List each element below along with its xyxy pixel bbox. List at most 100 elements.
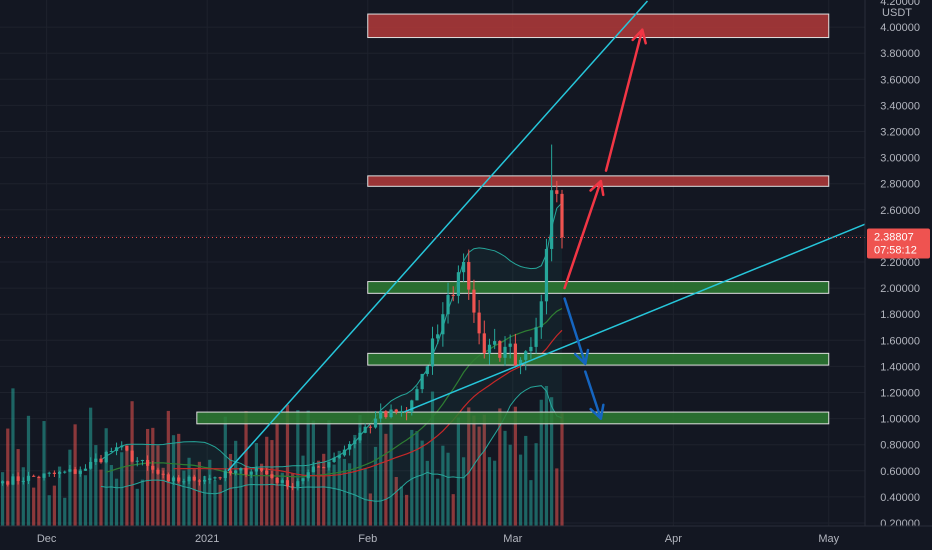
y-tick-label: 3.60000	[880, 74, 920, 86]
candle-body	[270, 474, 274, 479]
volume-bar	[0, 472, 5, 526]
volume-bar	[114, 478, 119, 526]
candle-body	[37, 476, 41, 478]
candle-body	[291, 486, 295, 488]
candle-body	[560, 193, 564, 238]
last-price-countdown: 07:58:12	[874, 244, 917, 256]
moving-average-fast	[106, 307, 563, 478]
support-resistance-zones[interactable]	[196, 13, 830, 425]
currency-label: USDT	[882, 7, 912, 19]
volume-bar	[498, 408, 502, 526]
candle-body	[550, 190, 554, 249]
support-zone[interactable]	[367, 281, 830, 294]
volume-bar	[482, 414, 486, 526]
projection-arrow[interactable]	[563, 297, 590, 366]
volume-bar	[332, 464, 336, 526]
volume-bar	[83, 475, 88, 526]
candle-body	[534, 327, 538, 347]
arrow-head	[589, 179, 605, 197]
x-tick-label: Mar	[503, 533, 522, 545]
projection-arrows[interactable]	[563, 28, 647, 420]
resistance-zone[interactable]	[367, 13, 830, 39]
projection-arrow[interactable]	[604, 28, 647, 172]
y-tick-label: 0.40000	[880, 492, 920, 504]
candle-body	[68, 469, 72, 472]
volume-bar	[544, 386, 549, 526]
volume-bar	[425, 460, 429, 526]
volume-bar	[285, 404, 290, 526]
bollinger-upper	[100, 202, 563, 469]
time-axis-background	[0, 526, 932, 550]
volume-bar	[275, 422, 279, 526]
volume-bar	[436, 478, 440, 526]
volume-bar	[472, 415, 476, 526]
volume-bar	[202, 476, 207, 526]
x-tick-label: May	[818, 533, 839, 545]
candle-body	[63, 471, 67, 473]
volume-bar	[94, 445, 98, 526]
support-zone[interactable]	[196, 411, 830, 425]
candle-body	[120, 445, 124, 448]
candle-body	[244, 468, 248, 475]
volume-bar	[550, 397, 554, 526]
candle-body	[161, 473, 165, 475]
candle-body	[218, 477, 222, 479]
y-tick-label: 0.80000	[880, 440, 920, 452]
y-tick-label: 0.60000	[880, 466, 920, 478]
x-tick-label: Dec	[37, 533, 57, 545]
y-tick-label: 4.00000	[880, 22, 920, 34]
candle-body	[544, 248, 549, 302]
candle-body	[202, 479, 207, 482]
volume-bar	[306, 410, 310, 526]
y-tick-label: 1.40000	[880, 361, 920, 373]
volume-bar	[259, 463, 264, 526]
volume-bar	[197, 461, 202, 526]
volume-bar	[384, 433, 388, 526]
candle-body	[223, 471, 227, 478]
trendline[interactable]	[227, 0, 649, 472]
volume-bar	[63, 497, 67, 526]
arrow-shaft	[563, 179, 603, 290]
volume-bar	[348, 463, 352, 526]
volume-bar	[151, 427, 155, 526]
candle-body	[280, 480, 284, 483]
candle-body	[228, 471, 233, 474]
volume-bar	[451, 494, 455, 526]
candle-body	[285, 480, 290, 487]
candle-body	[78, 470, 82, 474]
trendlines[interactable]	[227, 0, 866, 472]
candle-body	[446, 294, 450, 315]
volume-bar	[322, 453, 326, 526]
candle-body	[358, 432, 362, 441]
candle-body	[192, 476, 196, 481]
trendline[interactable]	[403, 223, 866, 413]
support-zone[interactable]	[367, 352, 830, 366]
candle-body	[394, 409, 398, 413]
candle-body	[415, 389, 419, 401]
candle-body	[493, 341, 497, 345]
volume-bar	[420, 440, 424, 526]
volume-bar	[529, 480, 533, 526]
arrow-shaft	[604, 28, 644, 172]
candle-body	[42, 473, 46, 478]
y-tick-label: 2.00000	[880, 283, 920, 295]
candle-body	[379, 411, 383, 419]
volume-bar	[265, 436, 269, 526]
candle-body	[436, 334, 440, 339]
projection-arrow[interactable]	[584, 370, 605, 420]
price-axis[interactable]: 4.20000 4.00000 3.80000 3.60000 3.40000 3.200…	[864, 0, 932, 530]
last-price-value: 2.38807	[874, 231, 914, 243]
candle-body	[265, 470, 269, 475]
candle-body	[342, 449, 347, 456]
candle-body	[259, 468, 264, 471]
candle-body	[353, 440, 357, 445]
projection-arrow[interactable]	[563, 179, 605, 290]
candle-body	[311, 466, 315, 473]
candle-body	[306, 472, 310, 479]
time-axis[interactable]: Dec 2021 Feb Mar Apr May	[0, 525, 932, 550]
candle-body	[213, 477, 217, 479]
volume-bar	[104, 428, 108, 526]
volume-bar	[539, 399, 543, 526]
